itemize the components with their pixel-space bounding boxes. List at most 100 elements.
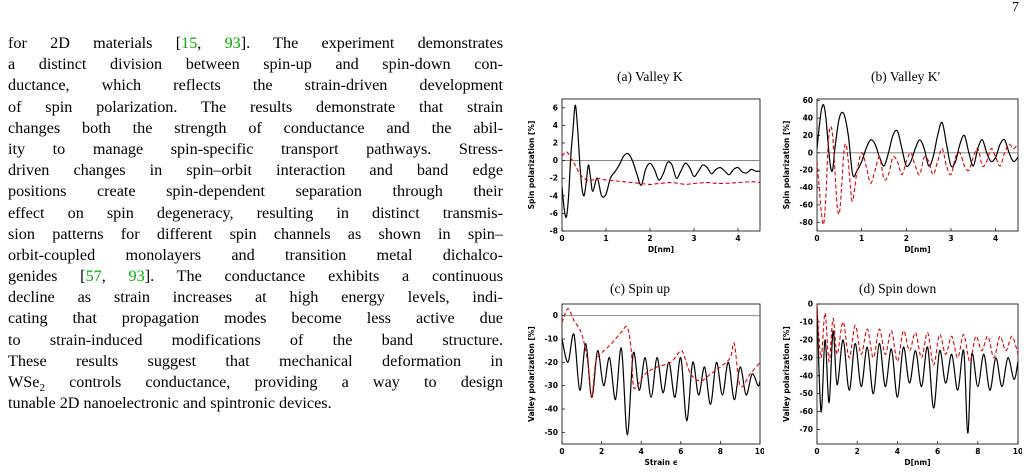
x-tick-label: 10 — [1013, 447, 1022, 456]
text-run: genides [ — [8, 267, 86, 286]
text-run: ]. The conductance exhibits a continuous — [144, 267, 504, 286]
y-tick-label: 20 — [803, 131, 813, 140]
caption-d: (d) Spin down — [859, 281, 937, 296]
x-tick-label: 0 — [814, 234, 819, 243]
y-tick-label: -70 — [799, 425, 813, 434]
x-tick-label: 2 — [855, 447, 860, 456]
plot-frame — [816, 303, 1019, 445]
x-axis-label: D[nm] — [648, 245, 674, 254]
chart-svg: 0 2 4 6 8 10 -70 -60 -50 -40 -30 -20 -10 0 D[nm] Valley… — [782, 300, 1023, 468]
x-tick-label: 6 — [935, 447, 940, 456]
citation-link[interactable]: 57 — [85, 267, 102, 286]
series-line-solid — [562, 333, 760, 436]
text-line: a distinct division between spin-up and … — [8, 54, 503, 75]
y-tick-label: -40 — [799, 183, 813, 192]
y-tick-label: -4 — [550, 191, 558, 200]
y-tick-label: -60 — [799, 407, 813, 416]
figure-panel-b: 0 1 2 3 4 -80 -60 -40 -20 0 20 40 60 D[nm] Spin polari… — [781, 95, 1022, 255]
y-tick-label: -60 — [799, 200, 813, 209]
citation-link[interactable]: 93 — [128, 267, 145, 286]
y-axis-label: Valley polarization [%] — [782, 326, 791, 422]
text-line: WSe2 controls conductance, providing a w… — [8, 372, 503, 395]
x-tick-label: 0 — [559, 447, 564, 456]
plot-frame — [561, 303, 761, 445]
x-tick-label: 4 — [735, 234, 740, 243]
text-run: to strain-induced modifications of the b… — [8, 330, 503, 349]
chart-svg: 0 1 2 3 4 -80 -60 -40 -20 0 20 40 60 D[nm] Spin polari… — [782, 96, 1019, 254]
text-line: for 2D materials [15, 93]. The experimen… — [8, 33, 503, 54]
citation-link[interactable]: 15 — [181, 34, 198, 52]
text-line: ity to manage spin-specific transport pa… — [8, 139, 503, 160]
y-tick-label: -50 — [799, 389, 813, 398]
x-axis-label: D[nm] — [904, 245, 930, 254]
text-line: These results suggest that mechanical de… — [8, 351, 503, 372]
y-axis-label: Spin polarization [%] — [527, 121, 536, 210]
x-tick-label: 3 — [691, 234, 696, 243]
text-line: of spin polarization. The results demons… — [8, 97, 503, 118]
y-tick-label: 0 — [808, 148, 813, 157]
text-line: genides [57, 93]. The conductance exhibi… — [8, 266, 503, 287]
x-tick-label: 0 — [559, 234, 564, 243]
x-tick-label: 2 — [647, 234, 652, 243]
text-run: decline as strain increases at high ener… — [8, 288, 503, 307]
caption-c: (c) Spin up — [610, 281, 670, 296]
text-run: positions create spin-dependent separati… — [8, 182, 503, 201]
y-tick-label: -6 — [550, 209, 558, 218]
y-tick-label: -10 — [799, 317, 813, 326]
series-line-dashed — [817, 305, 1018, 366]
x-tick-label: 2 — [599, 447, 604, 456]
y-axis-label: Spin polarization [%] — [782, 121, 791, 210]
body-text-column: for 2D materials [15, 93]. The experimen… — [8, 33, 503, 414]
text-run: effect on spin degeneracy, resulting in … — [8, 203, 503, 222]
x-tick-label: 1 — [859, 234, 864, 243]
page-number: 7 — [1012, 0, 1019, 15]
chart-svg: 0 1 2 3 4 -8 -6 -4 -2 0 2 4 6 D[nm] Spin polarization … — [527, 98, 761, 254]
x-tick-label: 2 — [904, 234, 909, 243]
citation-link[interactable]: 93 — [224, 34, 241, 52]
text-line: to strain-induced modifications of the b… — [8, 330, 503, 351]
y-tick-label: -30 — [799, 353, 813, 362]
text-run: driven changes in spin–orbit interaction… — [8, 161, 503, 180]
plot-frame — [816, 98, 1019, 232]
text-run: controls conductance, providing a way to… — [44, 373, 503, 391]
y-tick-label: -8 — [550, 227, 558, 236]
text-line: orbit-coupled monolayers and transition … — [8, 245, 503, 266]
x-tick-label: 0 — [814, 447, 819, 456]
plot-frame — [561, 98, 761, 232]
x-axis-label: Strain ϵ — [644, 458, 677, 467]
text-run: for 2D materials [ — [8, 34, 182, 52]
y-tick-label: -2 — [550, 174, 558, 183]
text-run: ity to manage spin-specific transport pa… — [8, 139, 503, 158]
series-line-dashed — [817, 125, 1018, 226]
series-line-solid — [562, 104, 760, 218]
y-tick-label: 6 — [553, 103, 558, 112]
y-tick-label: -30 — [544, 381, 558, 390]
y-tick-label: -40 — [544, 405, 558, 414]
text-run: ]. The experiment demonstrates — [240, 34, 503, 52]
text-line: effect on spin degeneracy, resulting in … — [8, 203, 503, 224]
chart-svg: 0 2 4 6 8 10 -50 -40 -30 -20 -10 0 Strain ϵ Valley po… — [527, 303, 765, 467]
series-line-solid — [817, 104, 1018, 178]
text-line: cating that propagation modes become les… — [8, 308, 503, 329]
x-axis-label: D[nm] — [904, 458, 930, 467]
text-line: positions create spin-dependent separati… — [8, 181, 503, 202]
x-tick-label: 4 — [895, 447, 900, 456]
text-line: ductance, which reflects the strain-driv… — [8, 75, 503, 96]
y-tick-label: -40 — [799, 371, 813, 380]
x-tick-label: 1 — [603, 234, 608, 243]
y-tick-label: -50 — [544, 428, 558, 437]
text-run: ductance, which reflects the strain-driv… — [8, 76, 503, 95]
text-line: sion patterns for different spin channel… — [8, 224, 503, 245]
text-run: tunable 2D nanoelectronic and spintronic… — [8, 394, 332, 413]
x-tick-label: 3 — [948, 234, 953, 243]
y-tick-label: 40 — [803, 114, 813, 123]
caption-a: (a) Valley K — [617, 69, 683, 84]
figure-panel-a: 0 1 2 3 4 -8 -6 -4 -2 0 2 4 6 D[nm] Spin polarization … — [526, 95, 764, 255]
subscript: 2 — [39, 382, 45, 395]
series-line-dashed — [562, 308, 760, 398]
text-line: decline as strain increases at high ener… — [8, 287, 503, 308]
y-tick-label: -80 — [799, 218, 813, 227]
figure-panel-c: 0 2 4 6 8 10 -50 -40 -30 -20 -10 0 Strain ϵ Valley po… — [526, 300, 765, 468]
text-run: of spin polarization. The results demons… — [8, 97, 503, 116]
caption-b: (b) Valley K′ — [871, 69, 941, 84]
